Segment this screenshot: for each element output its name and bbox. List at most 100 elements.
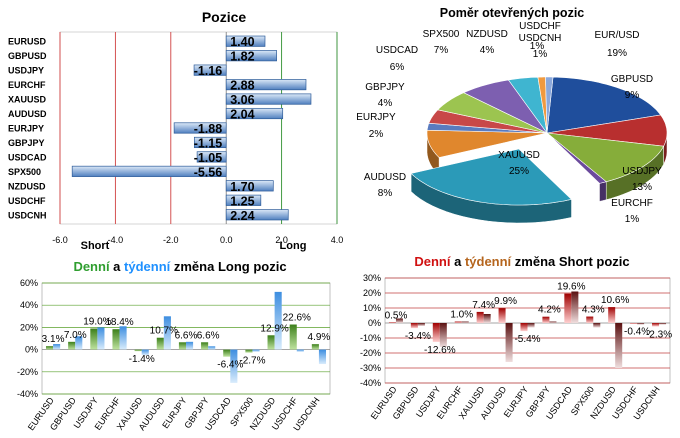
- change-bar: [186, 341, 194, 350]
- pie-slice-name: USDCNH: [519, 33, 562, 44]
- value-label: -1.88: [194, 122, 223, 136]
- y-tick-label: 20%: [20, 322, 38, 332]
- change-bar: [90, 328, 98, 350]
- pie-slice-percent: 9%: [625, 90, 640, 101]
- pie-slice-name: USDJPY: [622, 166, 662, 177]
- data-label: 1.0%: [450, 310, 473, 321]
- plot-frame: [41, 282, 331, 395]
- pie-slice-percent: 4%: [480, 45, 495, 56]
- change-chart-title: Denní a týdenní změna Long pozic: [73, 259, 286, 274]
- position-bar: [71, 165, 227, 177]
- data-label: -1.4%: [129, 354, 155, 365]
- data-label: -0.4%: [624, 327, 650, 338]
- change-bar: [156, 337, 164, 350]
- data-label: 0.5%: [385, 310, 408, 321]
- value-label: 1.70: [230, 180, 254, 194]
- value-label: 1.82: [230, 50, 254, 64]
- y-tick-label: -20%: [360, 348, 381, 358]
- data-label: 3.1%: [42, 334, 65, 345]
- pie-slice-percent: 1%: [533, 49, 548, 60]
- y-tick-label: -30%: [360, 363, 381, 373]
- pie-slice: [426, 129, 548, 158]
- change-bar: [53, 344, 61, 350]
- title-part: týdenní: [465, 254, 512, 269]
- title-part: a: [450, 254, 464, 269]
- pie-slice: [507, 76, 548, 134]
- category-label: USDJPY: [8, 66, 44, 76]
- value-label: 1.40: [230, 35, 254, 49]
- category-label: EURCHF: [8, 80, 46, 90]
- y-tick-label: 0%: [368, 318, 381, 328]
- change-bar: [289, 324, 297, 350]
- y-tick-label: -20%: [17, 367, 38, 377]
- change-bar: [520, 323, 528, 332]
- change-bar: [97, 327, 105, 350]
- change-bar: [659, 323, 667, 325]
- pie-slice: [428, 109, 548, 134]
- change-bar: [549, 321, 557, 323]
- change-bar: [630, 323, 638, 324]
- category-label: EURUSD: [8, 37, 47, 47]
- pie-slice-percent: 1%: [625, 214, 640, 225]
- change-bar: [252, 349, 260, 352]
- title-part: Denní: [73, 259, 110, 274]
- pie-slice-side: [599, 181, 607, 202]
- position-bar: [225, 209, 289, 221]
- title-part: změna Short pozic: [511, 254, 629, 269]
- position-bar: [225, 180, 274, 192]
- change-bar: [141, 349, 149, 356]
- change-bar: [652, 323, 660, 327]
- y-tick-label: 0%: [25, 345, 38, 355]
- pie-slice-percent: 2%: [369, 129, 384, 140]
- pie-slice-percent: 4%: [378, 98, 393, 109]
- change-bar: [439, 323, 447, 347]
- value-label: 1.25: [230, 194, 254, 208]
- x-tick-label: -6.0: [52, 235, 68, 245]
- position-bar: [173, 122, 227, 134]
- title-part: a: [110, 259, 124, 274]
- x-tick-label: 0.0: [220, 235, 233, 245]
- change-bar: [267, 335, 275, 350]
- change-bar: [527, 323, 535, 328]
- change-chart-title: Denní a týdenní změna Short pozic: [414, 254, 629, 269]
- pie-slice: [437, 92, 548, 134]
- value-label: 2.04: [230, 108, 254, 122]
- y-tick-label: -40%: [360, 378, 381, 388]
- change-bar: [163, 316, 171, 350]
- data-label: 6.6%: [175, 330, 198, 341]
- change-bar: [615, 323, 623, 368]
- position-bar: [225, 79, 307, 91]
- change-bar: [608, 307, 616, 323]
- pie-title: Poměr otevřených pozic: [440, 6, 585, 20]
- category-label: GBPUSD: [8, 51, 47, 61]
- position-bar: [196, 151, 227, 163]
- change-bar: [564, 293, 572, 323]
- y-tick-label: 60%: [20, 278, 38, 288]
- change-bar: [274, 291, 282, 350]
- change-bar: [134, 349, 142, 352]
- category-label: GBPJPY: [8, 138, 45, 148]
- category-label: AUDUSD: [8, 109, 47, 119]
- pie-slice-name: EURJPY: [356, 112, 396, 123]
- change-bar: [311, 344, 319, 350]
- pie-slice: [546, 114, 668, 147]
- value-label: 3.06: [230, 93, 254, 107]
- change-bar: [476, 311, 484, 323]
- position-bar: [225, 93, 312, 105]
- category-label: NZDUSD: [8, 181, 46, 191]
- change-bar: [395, 318, 403, 323]
- pie-slice: [462, 79, 548, 134]
- y-tick-label: -40%: [17, 389, 38, 399]
- position-bar: [193, 136, 227, 149]
- change-bar: [68, 341, 76, 350]
- change-bar: [505, 323, 513, 362]
- y-tick-label: 30%: [363, 273, 381, 283]
- data-label: 18.4%: [105, 317, 133, 328]
- value-label: -1.16: [194, 64, 223, 78]
- data-label: 22.6%: [283, 313, 311, 324]
- change-bar: [223, 349, 231, 357]
- pie-slice-percent: 1%: [530, 41, 545, 52]
- pie-slice-name: AUDUSD: [364, 172, 406, 183]
- positions-title: Pozice: [202, 9, 247, 25]
- value-label: -5.56: [194, 165, 223, 179]
